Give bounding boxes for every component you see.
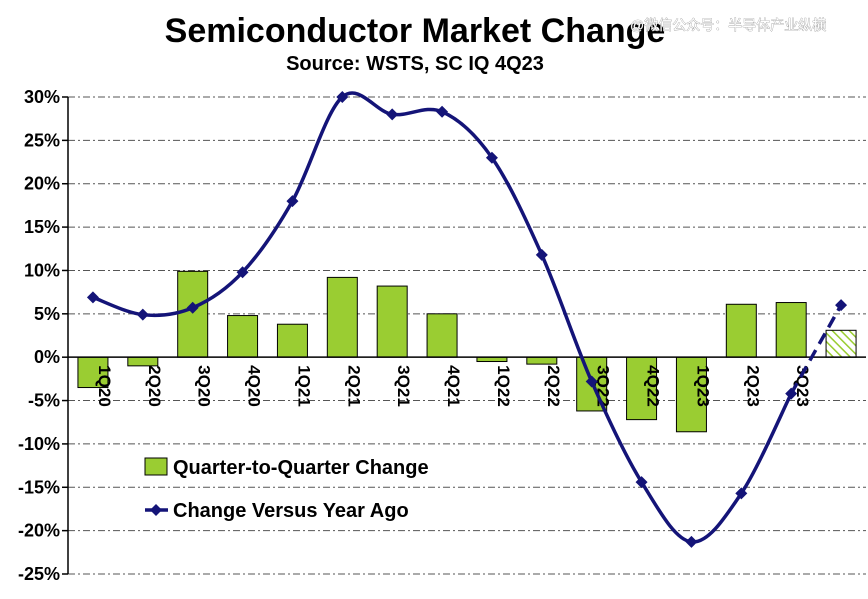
- series-line: [92, 91, 793, 544]
- x-tick-label: 4Q22: [644, 365, 663, 407]
- x-tick-label: 4Q20: [245, 365, 264, 407]
- x-tick-label: 2Q23: [743, 365, 762, 407]
- line-point: [436, 105, 449, 118]
- x-tick-label: 1Q20: [95, 365, 114, 407]
- y-tick-label: 0%: [34, 347, 60, 367]
- x-tick-label: 3Q20: [195, 365, 214, 407]
- forecast-bar: [825, 329, 857, 358]
- line-point: [186, 301, 199, 314]
- line-point: [835, 299, 848, 312]
- legend: Quarter-to-Quarter Change Change Versus Y…: [144, 457, 429, 522]
- bar-series: [77, 270, 857, 433]
- y-tick-label: 20%: [24, 174, 60, 194]
- bar: [775, 302, 807, 358]
- x-tick-label: 2Q22: [544, 365, 563, 407]
- y-tick-label: 30%: [24, 87, 60, 107]
- y-tick-label: -15%: [18, 477, 60, 497]
- x-tick-label: 1Q21: [294, 365, 313, 407]
- bar: [675, 356, 707, 433]
- x-tick-label: 3Q21: [394, 365, 413, 407]
- x-tick-label: 4Q21: [444, 365, 463, 407]
- x-tick-label: 2Q20: [145, 365, 164, 407]
- line-point: [86, 291, 99, 304]
- y-tick-labels: 30% 25% 20% 15% 10% 5% 0% -5% -10% -15% -20% -25%: [18, 87, 60, 584]
- legend-swatch-marker: [150, 504, 162, 516]
- y-tick-label: -5%: [28, 391, 60, 411]
- line-point: [286, 195, 299, 208]
- x-tick-label: 1Q22: [494, 365, 513, 407]
- line-point: [336, 91, 349, 103]
- line-point: [386, 108, 399, 121]
- x-tick-label: 3Q22: [594, 365, 613, 407]
- y-tick-label: 10%: [24, 260, 60, 280]
- y-tick-label: -20%: [18, 521, 60, 541]
- legend-label-bar: Quarter-to-Quarter Change: [173, 457, 429, 479]
- x-tick-label: 2Q21: [344, 365, 363, 407]
- x-tick-label: 1Q23: [693, 365, 712, 407]
- chart-title: Semiconductor Market Change: [165, 12, 666, 50]
- legend-label-line: Change Versus Year Ago: [173, 500, 409, 522]
- y-tick-label: 15%: [24, 217, 60, 237]
- line-point: [236, 266, 249, 279]
- bar: [227, 315, 259, 358]
- y-tick-label: 25%: [24, 130, 60, 150]
- y-tick-label: -10%: [18, 434, 60, 454]
- bar: [326, 276, 358, 358]
- series-line-forecast: [789, 304, 843, 395]
- bar: [526, 356, 558, 365]
- line-point: [635, 476, 648, 489]
- y-tick-label: 5%: [34, 304, 60, 324]
- bar: [426, 313, 458, 358]
- line-point: [735, 487, 748, 500]
- line-point: [685, 535, 698, 548]
- chart-subtitle: Source: WSTS, SC IQ 4Q23: [286, 53, 544, 75]
- x-tick-label: 3Q23: [793, 365, 812, 407]
- bar: [77, 356, 109, 389]
- y-tick-label: -25%: [18, 564, 60, 584]
- bar: [177, 270, 209, 358]
- x-tick-labels: 1Q20 2Q20 3Q20 4Q20 1Q21 2Q21 3Q21 4Q21 1Q22 2Q22…: [95, 365, 812, 407]
- bar: [725, 303, 757, 358]
- watermark-text: @微信公众号：半导体产业纵横: [630, 17, 826, 33]
- line-point: [585, 375, 598, 388]
- legend-swatch-bar: [144, 457, 168, 476]
- line-point: [485, 151, 498, 164]
- line-point: [136, 308, 149, 321]
- line-point: [785, 387, 798, 400]
- bar: [376, 285, 408, 358]
- bar: [276, 323, 308, 358]
- line-point: [535, 248, 548, 261]
- line-series: [86, 91, 848, 548]
- bar: [626, 356, 658, 421]
